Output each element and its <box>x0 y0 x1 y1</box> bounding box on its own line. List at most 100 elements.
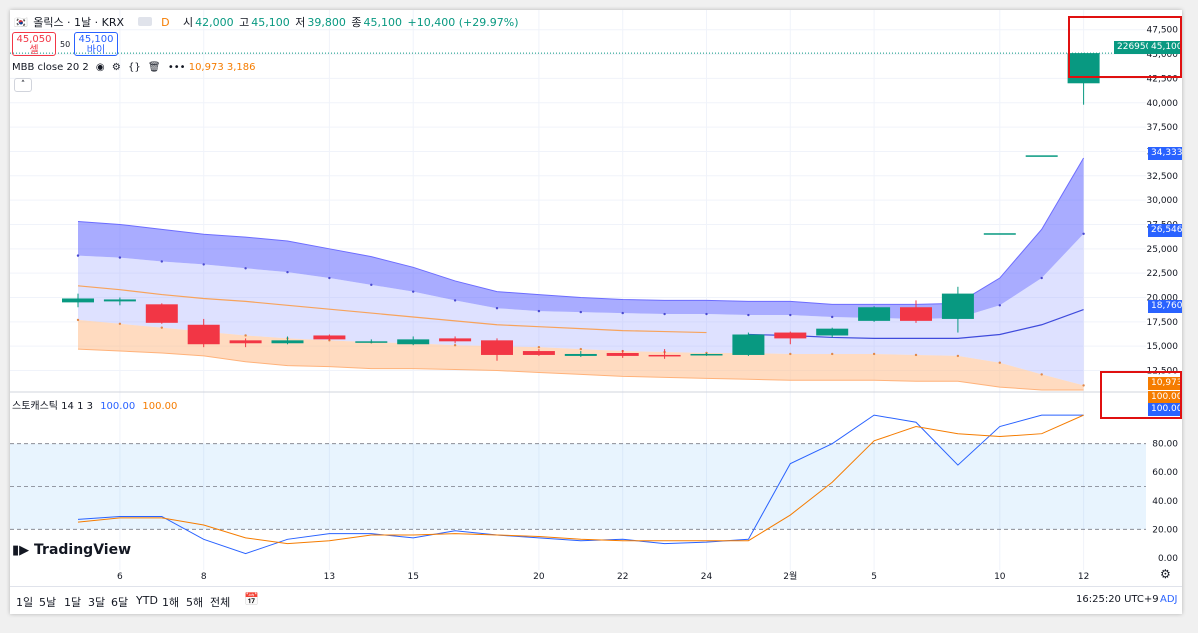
timeframe-button[interactable]: 3달 <box>88 596 106 609</box>
timeframe-button[interactable]: 1해 <box>162 596 180 609</box>
low-label: 저 <box>295 16 306 29</box>
spread-value: 50 <box>60 40 71 49</box>
lower-basis-dot <box>789 352 792 356</box>
buy-button[interactable]: 45,100 바이 <box>74 32 118 56</box>
candle-body <box>355 341 388 343</box>
clock[interactable]: 16:25:20 UTC+9 <box>1076 594 1159 605</box>
candle-body <box>62 298 94 303</box>
candle-body <box>816 328 849 336</box>
adj-button[interactable]: ADJ <box>1160 594 1178 605</box>
stoch-tick-label: 60.00 <box>1152 468 1178 478</box>
highlight-box-top <box>1068 16 1182 78</box>
open-value: 42,000 <box>195 16 234 29</box>
lower-basis-dot <box>537 345 541 349</box>
timeframe-button[interactable]: 5날 <box>39 596 57 609</box>
settings-icon[interactable]: ⚙ <box>111 62 121 73</box>
upper-band-fill <box>78 157 1084 319</box>
time-tick-label: 12 <box>1078 572 1089 582</box>
upper-basis-dot <box>789 313 792 317</box>
lower-basis-dot <box>998 361 1001 364</box>
lower-band-line <box>77 348 1084 391</box>
daily-badge: D <box>161 16 170 29</box>
time-tick-label: 5 <box>871 572 877 582</box>
lower-basis-dot <box>1040 373 1043 376</box>
price-tick-label: 15,000 <box>1147 342 1179 352</box>
chart-canvas[interactable]: 47,50045,00042,50040,00037,50035,00032,5… <box>10 10 1182 614</box>
source-code-icon[interactable]: {} <box>128 62 141 73</box>
calendar-icon[interactable]: 📅 <box>244 592 259 606</box>
candle-body <box>313 335 346 340</box>
price-tick-label: 32,500 <box>1147 172 1179 182</box>
upper-basis-dot <box>370 283 373 287</box>
upper-basis-dot <box>621 311 624 315</box>
symbol-title[interactable]: 올릭스 · 1날 · KRX <box>33 16 125 29</box>
upper-basis-dot <box>202 263 205 266</box>
price-tick-label: 22,500 <box>1147 269 1179 279</box>
lower-basis-dot <box>118 322 122 325</box>
candle-body <box>606 353 639 356</box>
minimize-icon[interactable] <box>137 17 152 26</box>
stoch-tick-label: 20.00 <box>1152 525 1178 535</box>
middle-band-orange-line <box>77 285 707 334</box>
candle-body <box>145 304 178 323</box>
upper-basis-dot <box>705 312 708 316</box>
trash-icon[interactable]: 🗑 <box>147 62 161 73</box>
time-tick-label: 22 <box>617 572 628 582</box>
eye-icon[interactable]: ◉ <box>95 62 105 73</box>
stoch-d-line <box>77 414 1084 545</box>
stoch-tick-label: 0.00 <box>1158 554 1178 564</box>
time-tick-label: 8 <box>201 572 207 582</box>
timeframe-button[interactable]: 1달 <box>64 596 82 609</box>
candle-body <box>397 339 430 345</box>
candle-body <box>271 340 304 344</box>
upper-band-tag: 34,333 <box>1148 147 1182 160</box>
upper-basis-dot <box>1040 276 1043 280</box>
buy-price: 45,100 <box>78 34 114 45</box>
stoch-d-tag: 100.00 <box>1148 391 1182 404</box>
inner-band-fill <box>78 233 1084 386</box>
stoch-k-line <box>77 414 1084 555</box>
timeframe-button[interactable]: 1일 <box>16 596 34 609</box>
time-tick-label: 6 <box>117 572 123 582</box>
open-label: 시 <box>183 16 194 29</box>
sell-price: 45,050 <box>16 34 52 45</box>
candle-body <box>732 334 765 355</box>
candle-body <box>564 353 597 356</box>
indicator-stoch-legend[interactable]: 스토캐스틱 14 1 3 100.00 100.00 <box>12 397 177 412</box>
upper-basis-dot <box>118 256 122 259</box>
upper-basis-dot <box>160 260 163 263</box>
stoch-d-value: 100.00 <box>142 401 178 412</box>
candle-body <box>648 354 681 357</box>
tradingview-logo[interactable]: ▮▶ TradingView <box>12 542 131 558</box>
sell-button[interactable]: 45,050 셀 <box>12 32 56 56</box>
indicator-bb-legend[interactable]: MBB close 20 2 ◉ ⚙ {} 🗑 ••• 10,973 3,186 <box>12 62 256 73</box>
candle-body <box>690 353 723 356</box>
timeframe-button[interactable]: 6달 <box>111 596 129 609</box>
lower-basis-dot <box>453 344 457 347</box>
price-tick-label: 47,500 <box>1147 26 1179 36</box>
timeframe-button[interactable]: 전체 <box>210 596 231 609</box>
candle-body <box>103 299 136 302</box>
upper-basis-dot <box>998 304 1001 307</box>
time-tick-label: 24 <box>701 572 713 582</box>
lower-basis-dot <box>160 326 163 329</box>
time-tick-label: 15 <box>407 572 418 582</box>
more-icon[interactable]: ••• <box>167 62 186 73</box>
korea-flag-icon: 🇰🇷 <box>14 16 28 29</box>
stochastic-pane <box>10 414 1146 555</box>
upper-basis-dot <box>76 254 80 257</box>
lower-band-blue-tag: 18,760 <box>1148 300 1182 313</box>
collapse-chevron-icon[interactable]: ˄ <box>14 78 32 92</box>
bottom-divider <box>10 586 1182 587</box>
lower-basis-dot <box>831 352 834 356</box>
timeframe-button[interactable]: 5해 <box>186 596 204 609</box>
settings-gear-icon[interactable]: ⚙ <box>1160 567 1171 581</box>
candles <box>62 53 1100 361</box>
candle-body <box>774 332 807 339</box>
upper-basis-dot <box>328 276 331 280</box>
price-tick-label: 45,000 <box>1147 50 1179 60</box>
timeframe-button[interactable]: YTD <box>136 594 158 607</box>
upper-basis-dot <box>537 309 541 313</box>
upper-basis-dot <box>831 315 834 319</box>
upper-basis-dot <box>663 312 666 316</box>
